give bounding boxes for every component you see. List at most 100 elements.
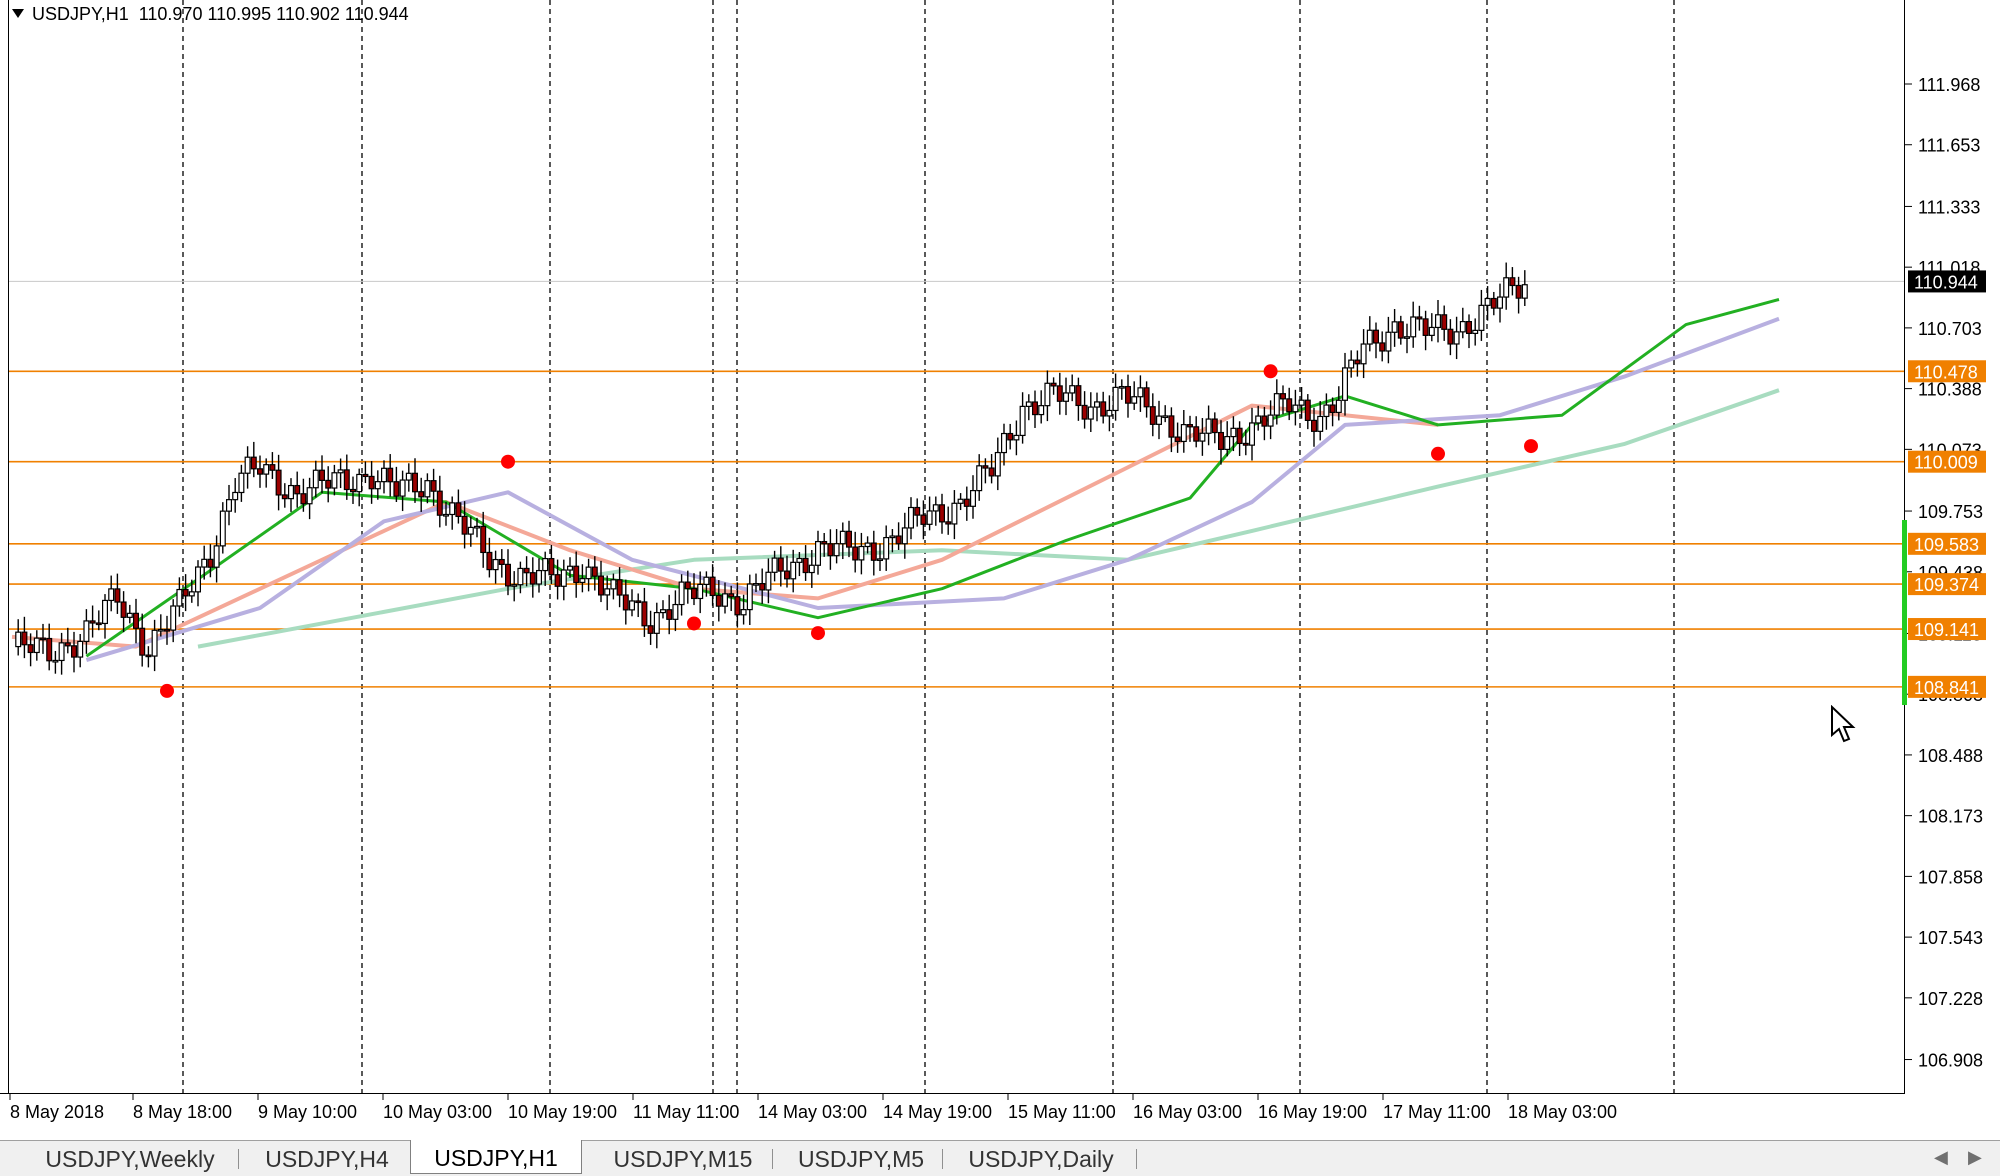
triangle-down-icon[interactable] [12, 9, 24, 18]
candle-body [1019, 405, 1026, 437]
tab-usdjpy-daily[interactable]: USDJPY,Daily [968, 1146, 1114, 1172]
tab-usdjpy-h1[interactable]: USDJPY,H1 [410, 1140, 582, 1174]
candle-body [734, 596, 741, 616]
candle-body [114, 588, 121, 603]
candle-body [1428, 326, 1435, 336]
candle-body [1366, 329, 1373, 345]
candle-body [443, 513, 450, 517]
candle-body [1515, 284, 1522, 299]
tab-usdjpy-m15[interactable]: USDJPY,M15 [613, 1146, 753, 1172]
candle-body [319, 469, 326, 482]
price-tags: 110.478 110.009 109.583 109.374 109.141 108.8… [1908, 270, 1986, 698]
candle-body [399, 479, 406, 497]
candle-body [300, 493, 307, 505]
candle-body [591, 566, 598, 577]
candle-body [1292, 404, 1299, 413]
candle-body [535, 569, 542, 585]
candle-body [1069, 385, 1076, 394]
candle-body [821, 540, 828, 545]
tab-usdjpy-h4[interactable]: USDJPY,H4 [265, 1146, 389, 1172]
x-tick-label: 16 May 03:00 [1133, 1102, 1242, 1122]
arrow-left-icon[interactable]: ◀ [1934, 1147, 1948, 1167]
swing-marker [687, 616, 701, 631]
candle-body [39, 637, 46, 641]
candle-body [945, 521, 952, 525]
candle-body [1230, 427, 1237, 438]
candle-body [1465, 320, 1472, 335]
candle-body [1422, 318, 1429, 336]
candle-body [64, 642, 71, 647]
candle-body [1317, 415, 1324, 432]
candle-body [27, 644, 34, 654]
candle-body [195, 566, 202, 593]
level-price-tag [1908, 675, 1986, 698]
moving-averages [11, 298, 1780, 663]
candle-body [647, 625, 654, 634]
candle-body [1044, 382, 1051, 407]
x-tick-label: 8 May 18:00 [133, 1102, 232, 1122]
candle-body [387, 467, 394, 483]
candle-body [895, 535, 902, 545]
level-price-tag-text: 110.478 [1914, 362, 1978, 382]
candle-body [436, 490, 443, 516]
candle-body [870, 542, 877, 561]
candle-body [728, 593, 735, 598]
candle-body [170, 605, 177, 631]
candle-body [579, 578, 586, 584]
candle-body [802, 557, 809, 574]
tab-usdjpy-weekly[interactable]: USDJPY,Weekly [45, 1146, 215, 1172]
candle-body [461, 515, 468, 535]
candle-body [424, 480, 431, 498]
candle-body [325, 479, 332, 489]
candle-body [684, 581, 691, 590]
candle-body [814, 540, 821, 566]
candle-body [690, 587, 697, 600]
candle-body [969, 489, 976, 507]
candle-body [1193, 426, 1200, 442]
tab-usdjpy-m5[interactable]: USDJPY,M5 [797, 1146, 925, 1172]
candle-body [1112, 386, 1119, 412]
candle-body [1007, 432, 1014, 441]
candle-body [281, 494, 288, 500]
candle-body [523, 567, 530, 574]
candle-body [542, 558, 549, 572]
candle-body [157, 628, 164, 632]
candle-body [1310, 419, 1317, 432]
candle-body [1354, 359, 1361, 365]
candle-body [250, 456, 257, 470]
candle-body [83, 620, 90, 642]
candle-body [95, 622, 102, 626]
y-tick-label: 110.703 [1918, 319, 1982, 339]
candle-body [845, 530, 852, 548]
x-tick-label: 10 May 19:00 [508, 1102, 617, 1122]
candle-body [554, 574, 561, 587]
y-tick-label: 109.753 [1918, 502, 1983, 522]
candle-body [58, 642, 65, 662]
swing-marker [501, 454, 515, 469]
candle-body [312, 469, 319, 489]
y-tick-label: 106.908 [1918, 1051, 1983, 1071]
candle-body [771, 557, 778, 573]
candle-body [1217, 431, 1224, 450]
arrow-right-icon[interactable]: ▶ [1968, 1147, 1982, 1167]
candle-body [486, 551, 493, 571]
candle-body [560, 569, 567, 587]
candle-body [883, 536, 890, 560]
candle-body [1410, 316, 1417, 338]
candle-body [1224, 435, 1231, 450]
candle-body [1211, 418, 1218, 434]
candle-body [1013, 434, 1020, 441]
x-tick-label: 16 May 19:00 [1258, 1102, 1367, 1122]
candle-body [1385, 331, 1392, 352]
y-tick-label: 111.653 [1918, 136, 1980, 156]
current-price-tag-text: 110.944 [1914, 272, 1978, 292]
candle-body [697, 583, 704, 600]
candle-body [108, 588, 115, 602]
candle-body [337, 469, 344, 474]
swing-marker [1263, 364, 1278, 379]
candle-body [1124, 385, 1131, 404]
candle-body [1478, 304, 1485, 331]
candle-body [790, 561, 797, 580]
